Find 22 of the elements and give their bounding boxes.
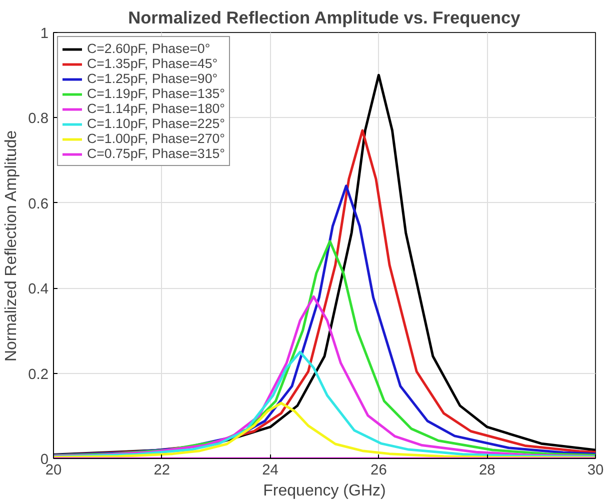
y-tick-label: 0.2 [28,366,48,383]
y-tick-label: 1 [40,26,49,42]
legend-label: C=0.75pF, Phase=315° [87,146,225,161]
y-tick-label: 0.6 [28,196,48,212]
legend-label: C=1.10pF, Phase=225° [87,116,225,131]
y-axis-title: Normalized Reflection Amplitude [3,130,20,362]
legend-label: C=1.25pF, Phase=90° [87,71,218,86]
y-tick-label: 0.4 [28,282,48,298]
x-tick-label: 20 [45,462,62,478]
legend-label: C=1.14pF, Phase=180° [87,101,225,116]
x-tick-label: 28 [478,462,496,478]
x-tick-label: 22 [154,462,170,478]
x-tick-label: 30 [587,462,604,478]
legend-label: C=1.35pF, Phase=45° [87,56,218,71]
legend-label: C=2.60pF, Phase=0° [87,41,210,56]
x-tick-label: 24 [262,462,278,478]
x-axis-title: Frequency (GHz) [263,482,386,500]
chart-title: Normalized Reflection Amplitude vs. Frequency [128,8,521,28]
x-tick-label: 26 [370,462,387,478]
y-tick-label: 0.8 [28,111,48,128]
legend-label: C=1.00pF, Phase=270° [87,131,225,146]
legend-label: C=1.19pF, Phase=135° [87,86,225,101]
